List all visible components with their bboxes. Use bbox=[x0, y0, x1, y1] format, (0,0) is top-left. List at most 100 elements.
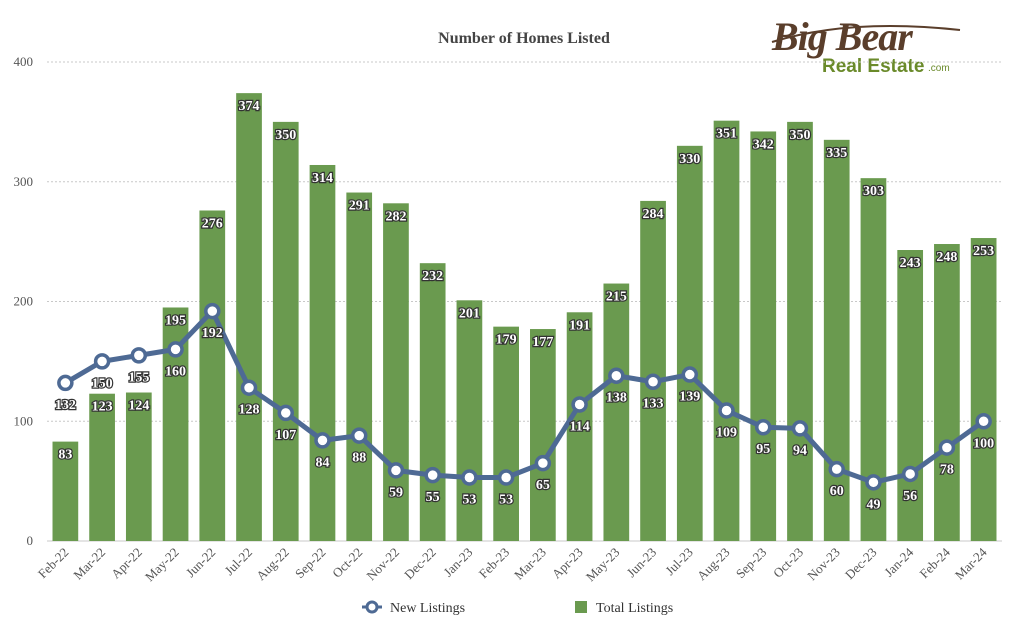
x-tick-label: Jan-23 bbox=[440, 545, 475, 580]
line-value-label: 53 bbox=[462, 493, 476, 508]
line-value-label: 107 bbox=[275, 428, 296, 443]
line-value-label: 114 bbox=[569, 419, 589, 434]
bar bbox=[530, 329, 556, 541]
bar-value-label: 350 bbox=[789, 128, 810, 143]
bar-value-label: 177 bbox=[532, 335, 553, 350]
line-value-label: 88 bbox=[352, 451, 366, 466]
logo-name: Big Bear bbox=[771, 14, 913, 59]
line-value-label: 192 bbox=[202, 326, 223, 341]
x-tick-label: Mar-22 bbox=[70, 545, 108, 583]
line-value-label: 133 bbox=[643, 397, 664, 412]
line-value-label: 78 bbox=[940, 463, 954, 478]
line-point bbox=[93, 353, 111, 370]
legend-item-new-listings: New Listings bbox=[362, 600, 465, 616]
line-point bbox=[755, 418, 772, 436]
logo-sub: Real Estate bbox=[822, 56, 924, 77]
x-tick-label: Oct-23 bbox=[770, 545, 806, 581]
bar-value-label: 195 bbox=[165, 313, 186, 328]
bar bbox=[676, 145, 703, 541]
logo-swoosh bbox=[771, 25, 961, 43]
y-axis: 0 100 200 300 400 bbox=[14, 54, 34, 548]
line-point bbox=[644, 373, 662, 390]
bar bbox=[640, 200, 666, 541]
line-value-label: 65 bbox=[536, 478, 550, 493]
bar-value-label: 243 bbox=[900, 256, 921, 271]
x-tick-label: Sep-23 bbox=[733, 545, 770, 582]
line-point bbox=[938, 439, 956, 456]
chart-title: Number of Homes Listed bbox=[438, 30, 610, 47]
x-tick-label: Mar-23 bbox=[511, 545, 549, 583]
x-tick-label: Feb-22 bbox=[35, 545, 72, 582]
bar bbox=[456, 300, 483, 541]
line-point bbox=[681, 366, 699, 383]
line-value-label: 139 bbox=[679, 390, 700, 405]
x-tick-label: Dec-23 bbox=[842, 545, 880, 583]
bar-value-label: 248 bbox=[936, 250, 957, 265]
y-tick-label: 200 bbox=[14, 294, 34, 309]
line-value-label: 95 bbox=[756, 442, 770, 457]
bar bbox=[272, 121, 299, 541]
bar-value-label: 291 bbox=[349, 199, 370, 214]
line-point bbox=[718, 402, 735, 419]
bar-value-label: 374 bbox=[239, 99, 260, 114]
line-point bbox=[534, 454, 552, 472]
y-tick-label: 300 bbox=[14, 174, 34, 189]
bar-value-label: 350 bbox=[275, 128, 296, 143]
legend-label-new: New Listings bbox=[390, 601, 465, 616]
line-value-label: 56 bbox=[903, 489, 917, 504]
x-tick-label: Feb-24 bbox=[916, 544, 953, 581]
x-tick-label: May-23 bbox=[583, 545, 623, 585]
y-tick-label: 400 bbox=[14, 54, 34, 69]
bar bbox=[566, 312, 593, 541]
bar-value-label: 253 bbox=[973, 244, 994, 259]
bar-value-label: 284 bbox=[643, 207, 664, 222]
line-point bbox=[240, 379, 258, 396]
line-point bbox=[130, 347, 148, 364]
line-point bbox=[424, 466, 441, 484]
line-point bbox=[167, 341, 184, 358]
bar-value-label: 215 bbox=[606, 290, 627, 305]
bar bbox=[309, 164, 336, 542]
line-point bbox=[791, 420, 809, 437]
x-tick-label: May-22 bbox=[142, 545, 182, 585]
bar bbox=[493, 326, 519, 541]
bar-value-label: 314 bbox=[312, 171, 333, 186]
line-value-label: 138 bbox=[606, 391, 627, 406]
bar bbox=[934, 244, 960, 541]
bar bbox=[52, 441, 79, 541]
line-value-label: 60 bbox=[830, 484, 844, 499]
line-point bbox=[571, 396, 588, 413]
line-point bbox=[975, 413, 992, 430]
bar bbox=[603, 283, 630, 541]
bar bbox=[750, 131, 777, 541]
legend-label-total: Total Listings bbox=[596, 601, 673, 616]
y-tick-label: 100 bbox=[14, 413, 34, 428]
line-value-label: 100 bbox=[973, 436, 994, 451]
line-point bbox=[204, 302, 221, 320]
bar-value-label: 335 bbox=[826, 146, 847, 161]
bar bbox=[199, 210, 226, 542]
x-tick-label: Nov-23 bbox=[804, 545, 843, 584]
legend-item-total-listings: Total Listings bbox=[575, 601, 673, 616]
line-labels: 132 150 155 160 192 128 107 84 88 59 55 53 53 65 114 13… bbox=[54, 325, 996, 514]
bar bbox=[236, 93, 262, 541]
bar bbox=[383, 203, 409, 541]
bar-value-label: 83 bbox=[58, 448, 72, 463]
bars bbox=[52, 93, 997, 542]
x-tick-label: Dec-22 bbox=[401, 545, 439, 583]
bar-labels: 83 123 124 195 276 374 350 314 291 282 232 201 179 17… bbox=[57, 98, 995, 464]
bar bbox=[897, 250, 924, 541]
y-tick-label: 0 bbox=[27, 533, 34, 548]
logo-suffix: .com bbox=[928, 63, 950, 74]
x-tick-label: Jan-24 bbox=[881, 544, 916, 579]
bar-value-label: 276 bbox=[202, 216, 223, 231]
line-point bbox=[277, 404, 294, 422]
bar bbox=[970, 238, 997, 541]
bar bbox=[346, 192, 373, 541]
x-tick-label: Aug-23 bbox=[694, 545, 733, 584]
x-tick-label: Jun-22 bbox=[183, 545, 219, 581]
bar-value-label: 303 bbox=[863, 184, 884, 199]
bar-value-label: 123 bbox=[92, 400, 113, 415]
line-value-label: 160 bbox=[165, 364, 186, 379]
